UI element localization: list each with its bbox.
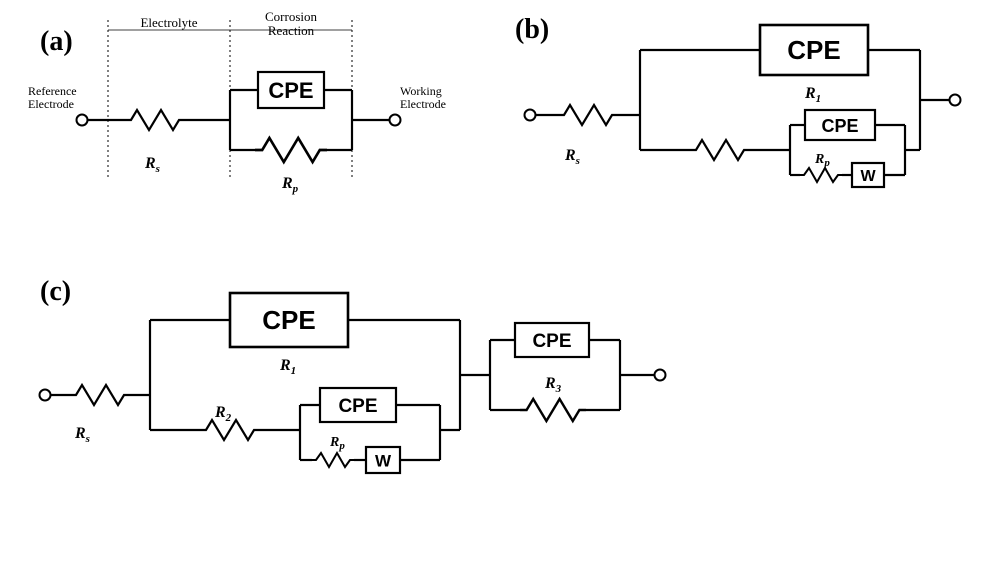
w-text-c: W <box>375 451 392 470</box>
panel-c: (c) Rs CPE R1 R2 CPE Rp W <box>40 276 666 473</box>
region-corrosion-2: Reaction <box>268 23 315 38</box>
resistor-rs-b <box>558 105 618 125</box>
work-electrode-2: Electrode <box>400 97 446 111</box>
r3-label-c: R3 <box>544 375 562 395</box>
rp-label-c: Rp <box>329 435 345 452</box>
cpe-text-c-second: CPE <box>532 331 571 352</box>
cpe-text-b-inner: CPE <box>821 116 858 136</box>
terminal-ref <box>77 115 88 126</box>
rp-label-b: Rp <box>814 152 830 169</box>
terminal-left-b <box>525 110 536 121</box>
rs-label-a: Rs <box>144 155 160 175</box>
resistor-r3-c <box>520 399 586 421</box>
terminal-right-c <box>655 370 666 381</box>
panel-a: (a) Electrolyte Corrosion Reaction Refer… <box>28 9 446 195</box>
circuit-diagrams: (a) Electrolyte Corrosion Reaction Refer… <box>0 0 987 572</box>
terminal-work-a <box>390 115 401 126</box>
ref-electrode-2: Electrode <box>28 97 74 111</box>
resistor-r1-b <box>690 140 750 160</box>
panel-a-tag: (a) <box>40 26 73 57</box>
resistor-rp-c <box>312 453 354 467</box>
resistor-rp-b <box>800 168 842 182</box>
r1-label-b: R1 <box>804 85 821 105</box>
cpe-text-c-outer: CPE <box>262 305 315 335</box>
panel-b: (b) Rs CPE R1 CPE Rp W <box>515 14 961 187</box>
region-corrosion-1: Corrosion <box>265 9 318 24</box>
r1-label-c: R1 <box>279 357 296 377</box>
ref-electrode-1: Reference <box>28 84 77 98</box>
rp-label-a: Rp <box>281 175 299 195</box>
work-electrode-1: Working <box>400 84 442 98</box>
resistor-rs-a <box>125 110 185 130</box>
panel-b-tag: (b) <box>515 14 549 45</box>
w-text-b: W <box>860 168 876 185</box>
panel-c-tag: (c) <box>40 276 71 307</box>
region-electrolyte: Electrolyte <box>140 15 197 30</box>
r2-label-c: R2 <box>214 404 232 424</box>
cpe-text-b-outer: CPE <box>787 35 840 65</box>
rs-label-c: Rs <box>74 425 90 445</box>
cpe-text-c-inner: CPE <box>338 396 377 417</box>
terminal-right-b <box>950 95 961 106</box>
resistor-rp-a <box>255 138 327 162</box>
rs-label-b: Rs <box>564 147 580 167</box>
resistor-rs-c <box>70 385 130 405</box>
cpe-text-a: CPE <box>268 78 313 103</box>
terminal-left-c <box>40 390 51 401</box>
